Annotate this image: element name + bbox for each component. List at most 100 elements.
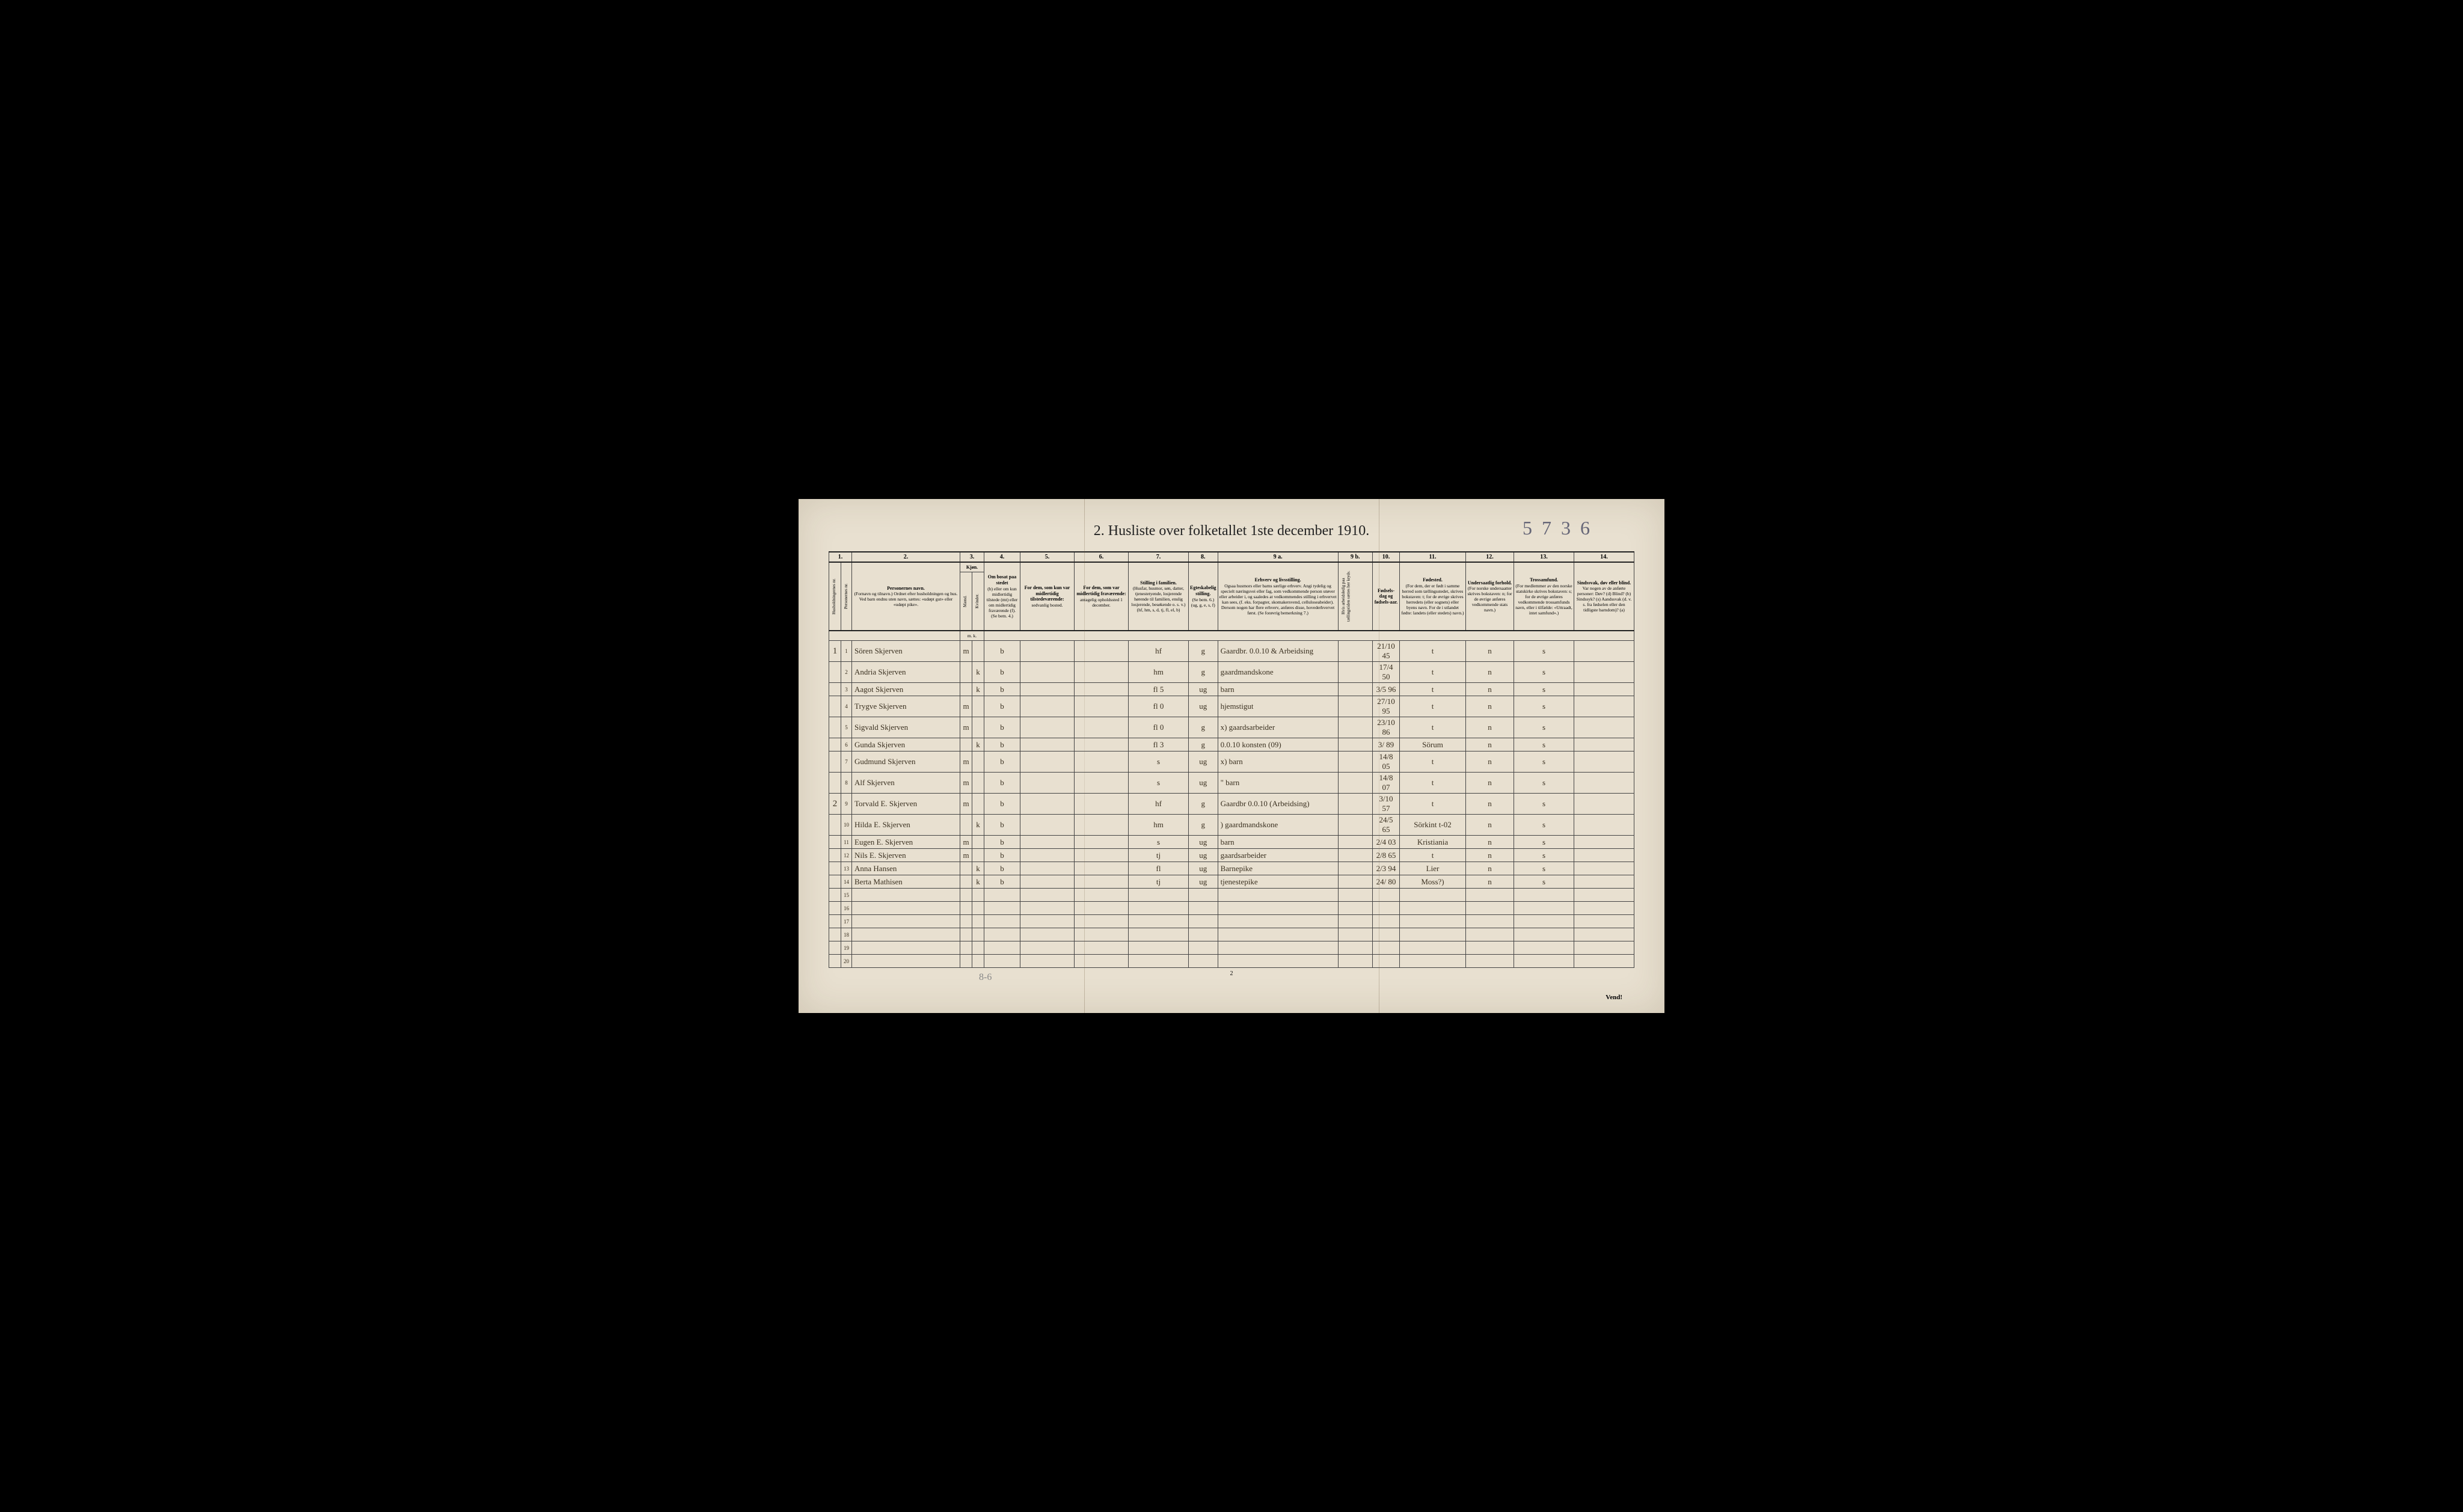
cell-pn: 16 bbox=[841, 902, 852, 915]
table-row: 12 Nils E. Skjerven m b tj ug gaardsarbe… bbox=[829, 849, 1634, 862]
cell-hh bbox=[829, 683, 841, 696]
cell-name: Anna Hansen bbox=[852, 862, 960, 875]
cell-fdato: 27/10 95 bbox=[1373, 696, 1400, 717]
cell-c14 bbox=[1574, 875, 1634, 889]
cell-hh bbox=[829, 738, 841, 751]
cell-c14 bbox=[1574, 641, 1634, 662]
cell-pn: 1 bbox=[841, 641, 852, 662]
cell-arb bbox=[1338, 773, 1372, 794]
cell-sex-m: m bbox=[960, 717, 972, 738]
cell-arb bbox=[1338, 751, 1372, 773]
header-undersaat: Undersaatlig forhold. (For norske unders… bbox=[1466, 562, 1514, 631]
cell-fdato: 24/5 65 bbox=[1373, 815, 1400, 836]
header-fodested: Fødested. (For dem, der er født i samme … bbox=[1400, 562, 1466, 631]
cell-pn: 6 bbox=[841, 738, 852, 751]
cell-arb bbox=[1338, 738, 1372, 751]
cell-fsted: t bbox=[1400, 773, 1466, 794]
cell-c14 bbox=[1574, 738, 1634, 751]
cell-pn: 10 bbox=[841, 815, 852, 836]
cell-col5 bbox=[1020, 751, 1075, 773]
handwritten-annotation: 5 7 3 6 bbox=[1523, 517, 1592, 539]
cell-col6 bbox=[1075, 862, 1129, 875]
cell-hh bbox=[829, 941, 841, 955]
cell-egte: ug bbox=[1189, 751, 1218, 773]
table-row-empty: 17 bbox=[829, 915, 1634, 928]
cell-status: b bbox=[984, 773, 1020, 794]
header-sindssvak: Sindssvak, døv eller blind. Var nogen av… bbox=[1574, 562, 1634, 631]
header-pers-nr: Personernes nr. bbox=[842, 569, 850, 623]
colnum-5: 5. bbox=[1020, 552, 1075, 562]
census-document: 5 7 3 6 2. Husliste over folketallet 1st… bbox=[799, 499, 1664, 1014]
cell-hh bbox=[829, 773, 841, 794]
header-fravaerende: For dem, som var midlertidig fraværende:… bbox=[1075, 562, 1129, 631]
cell-hh bbox=[829, 751, 841, 773]
cell-sex-k bbox=[972, 717, 984, 738]
colnum-4: 4. bbox=[984, 552, 1020, 562]
cell-arb bbox=[1338, 641, 1372, 662]
cell-fsted: Moss?) bbox=[1400, 875, 1466, 889]
cell-status: b bbox=[984, 862, 1020, 875]
cell-col6 bbox=[1075, 815, 1129, 836]
colnum-2: 2. bbox=[852, 552, 960, 562]
colnum-6: 6. bbox=[1075, 552, 1129, 562]
header-mk: m. k. bbox=[960, 631, 984, 641]
cell-tros: s bbox=[1514, 836, 1574, 849]
cell-arb bbox=[1338, 815, 1372, 836]
header-name: Personernes navn. (Fornavn og tilnavn.) … bbox=[852, 562, 960, 631]
cell-egte: g bbox=[1189, 662, 1218, 683]
cell-fdato: 14/8 05 bbox=[1373, 751, 1400, 773]
cell-fdato: 21/10 45 bbox=[1373, 641, 1400, 662]
cell-name: Andria Skjerven bbox=[852, 662, 960, 683]
table-row: 2 9 Torvald E. Skjerven m b hf g Gaardbr… bbox=[829, 794, 1634, 815]
cell-egte: ug bbox=[1189, 862, 1218, 875]
cell-tros: s bbox=[1514, 815, 1574, 836]
cell-col5 bbox=[1020, 815, 1075, 836]
cell-col5 bbox=[1020, 836, 1075, 849]
cell-erhverv: x) barn bbox=[1218, 751, 1338, 773]
colnum-14: 14. bbox=[1574, 552, 1634, 562]
cell-c14 bbox=[1574, 696, 1634, 717]
cell-egte: ug bbox=[1189, 875, 1218, 889]
cell-arb bbox=[1338, 696, 1372, 717]
cell-tros: s bbox=[1514, 662, 1574, 683]
cell-pn: 11 bbox=[841, 836, 852, 849]
cell-fdato: 14/8 07 bbox=[1373, 773, 1400, 794]
colnum-11: 11. bbox=[1400, 552, 1466, 562]
cell-tros: s bbox=[1514, 641, 1574, 662]
cell-pn: 8 bbox=[841, 773, 852, 794]
colnum-10: 10. bbox=[1373, 552, 1400, 562]
cell-c14 bbox=[1574, 862, 1634, 875]
vend-note: Vend! bbox=[1606, 994, 1622, 1001]
table-row: 3 Aagot Skjerven k b fl 5 ug barn 3/5 96… bbox=[829, 683, 1634, 696]
cell-arb bbox=[1338, 683, 1372, 696]
cell-famstill: hm bbox=[1129, 815, 1189, 836]
cell-col6 bbox=[1075, 875, 1129, 889]
table-row-empty: 18 bbox=[829, 928, 1634, 941]
cell-status: b bbox=[984, 696, 1020, 717]
cell-egte: ug bbox=[1189, 836, 1218, 849]
cell-sex-k bbox=[972, 849, 984, 862]
table-row-empty: 15 bbox=[829, 889, 1634, 902]
cell-egte: g bbox=[1189, 815, 1218, 836]
cell-sex-m: m bbox=[960, 794, 972, 815]
colnum-3: 3. bbox=[960, 552, 984, 562]
cell-sex-m bbox=[960, 683, 972, 696]
header-mk-row: m. k. bbox=[829, 631, 1634, 641]
cell-sex-k bbox=[972, 794, 984, 815]
cell-status: b bbox=[984, 849, 1020, 862]
cell-c14 bbox=[1574, 773, 1634, 794]
cell-col6 bbox=[1075, 683, 1129, 696]
cell-sex-m bbox=[960, 815, 972, 836]
cell-fsted: Sörum bbox=[1400, 738, 1466, 751]
cell-sex-k bbox=[972, 641, 984, 662]
colnum-8: 8. bbox=[1189, 552, 1218, 562]
cell-name: Gunda Skjerven bbox=[852, 738, 960, 751]
colnum-9b: 9 b. bbox=[1338, 552, 1372, 562]
cell-col5 bbox=[1020, 683, 1075, 696]
cell-tros: s bbox=[1514, 696, 1574, 717]
cell-pn: 15 bbox=[841, 889, 852, 902]
cell-pn: 18 bbox=[841, 928, 852, 941]
cell-fsted: t bbox=[1400, 717, 1466, 738]
cell-famstill: fl 0 bbox=[1129, 717, 1189, 738]
cell-hh bbox=[829, 875, 841, 889]
